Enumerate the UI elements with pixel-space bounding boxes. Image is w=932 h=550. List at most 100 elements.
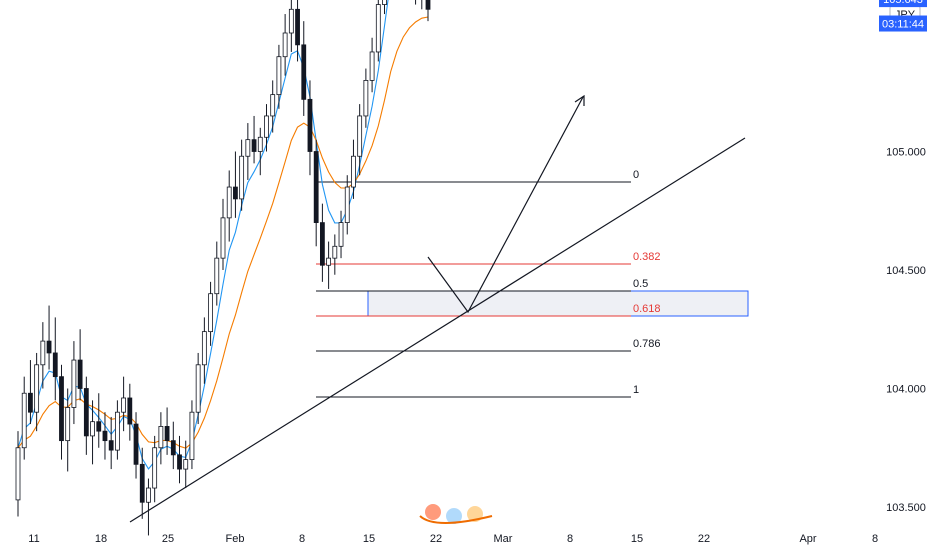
candle bbox=[332, 234, 338, 275]
time-tick-label: Mar bbox=[494, 533, 513, 545]
fib-level-label: 1 bbox=[633, 384, 639, 396]
candle bbox=[282, 14, 288, 76]
fibonacci-retracement[interactable]: 0 0.382 0.5 0.618 0.786 1 bbox=[316, 169, 661, 398]
ascending-trendline[interactable] bbox=[129, 137, 746, 523]
candle bbox=[338, 210, 344, 259]
arrow-head-icon bbox=[574, 94, 585, 106]
candle bbox=[415, 0, 417, 5]
time-tick-label: 25 bbox=[162, 533, 174, 545]
candle bbox=[28, 360, 33, 425]
candle bbox=[164, 407, 170, 455]
candle bbox=[344, 175, 350, 235]
candle bbox=[201, 317, 207, 384]
price-tick-label: 105.000 bbox=[886, 147, 926, 159]
candle bbox=[77, 329, 83, 401]
candle bbox=[83, 376, 89, 455]
time-tick-label: Feb bbox=[226, 533, 245, 545]
fib-level-label: 0.786 bbox=[633, 338, 661, 350]
price-tick-label: 104.500 bbox=[886, 265, 926, 277]
candle bbox=[158, 412, 164, 465]
candle bbox=[425, 0, 431, 22]
price-badge-label: 03:11:44 bbox=[882, 19, 924, 31]
candle bbox=[96, 393, 102, 448]
support-zone[interactable] bbox=[367, 290, 749, 317]
candle bbox=[351, 139, 356, 199]
candle bbox=[177, 435, 182, 484]
candle bbox=[363, 68, 369, 128]
time-tick-label: 8 bbox=[872, 533, 878, 545]
candle bbox=[34, 352, 40, 432]
candle bbox=[369, 37, 375, 93]
candle bbox=[239, 139, 245, 211]
candle bbox=[326, 241, 332, 289]
candle bbox=[421, 0, 423, 10]
candle bbox=[220, 198, 226, 270]
zones bbox=[367, 290, 749, 317]
candle bbox=[133, 412, 139, 479]
time-tick-label: 22 bbox=[698, 533, 710, 545]
candle bbox=[40, 322, 46, 389]
candle bbox=[214, 241, 220, 306]
time-tick-label: 8 bbox=[299, 533, 305, 545]
fib-level-label: 0 bbox=[633, 169, 639, 181]
trend-drawings[interactable] bbox=[129, 94, 746, 523]
candle bbox=[121, 376, 127, 432]
candle bbox=[65, 388, 71, 472]
candle bbox=[139, 447, 145, 519]
candle bbox=[295, 0, 300, 62]
candle bbox=[59, 364, 64, 460]
price-axis[interactable]: JPY 107.500106.500106.000105.000104.5001… bbox=[877, 0, 932, 550]
candle bbox=[21, 376, 27, 460]
price-badge: 105.643 bbox=[879, 0, 927, 8]
candle bbox=[15, 431, 21, 517]
price-tick-label: 103.500 bbox=[886, 502, 926, 514]
candle bbox=[46, 305, 52, 370]
candle bbox=[108, 416, 114, 470]
candle bbox=[71, 341, 77, 425]
candlesticks bbox=[15, 0, 431, 536]
time-tick-label: Apr bbox=[799, 533, 816, 545]
candle bbox=[357, 104, 363, 176]
candle bbox=[208, 281, 213, 346]
price-axis-background bbox=[877, 0, 932, 550]
candle bbox=[245, 123, 251, 180]
candle bbox=[146, 478, 151, 536]
fib-level-label: 0.5 bbox=[633, 278, 648, 290]
projected-path[interactable] bbox=[427, 96, 584, 314]
time-tick-label: 15 bbox=[631, 533, 643, 545]
candle bbox=[52, 317, 58, 401]
candle bbox=[195, 352, 201, 425]
time-axis[interactable]: 11 18 25 Feb 8 15 22 Mar 8 15 22 Apr 8 bbox=[28, 533, 878, 545]
candle bbox=[170, 421, 176, 470]
candle bbox=[102, 412, 108, 460]
candle bbox=[307, 80, 313, 176]
candle bbox=[319, 203, 325, 282]
candle bbox=[127, 383, 133, 441]
candle bbox=[257, 127, 263, 176]
time-tick-label: 18 bbox=[95, 533, 107, 545]
fib-level-label: 0.618 bbox=[633, 303, 661, 315]
candle bbox=[288, 0, 294, 52]
price-badge-label: 105.643 bbox=[883, 0, 923, 6]
candle bbox=[313, 139, 319, 247]
candle bbox=[183, 440, 189, 489]
time-tick-label: 22 bbox=[430, 533, 442, 545]
candle bbox=[270, 80, 276, 133]
candle bbox=[251, 115, 257, 164]
candle bbox=[233, 151, 238, 218]
candle bbox=[264, 104, 269, 152]
time-tick-label: 15 bbox=[363, 533, 375, 545]
price-badge: 03:11:44 bbox=[879, 15, 927, 32]
candle bbox=[90, 400, 95, 465]
watermark-logo bbox=[419, 504, 493, 524]
candle bbox=[114, 400, 120, 460]
candle bbox=[375, 0, 381, 62]
fib-level-label: 0.382 bbox=[633, 251, 661, 263]
candle bbox=[382, 0, 387, 15]
candle bbox=[276, 44, 282, 109]
time-tick-label: 11 bbox=[28, 533, 39, 545]
candle bbox=[152, 435, 158, 503]
candle bbox=[301, 21, 307, 116]
time-tick-label: 8 bbox=[567, 533, 573, 545]
